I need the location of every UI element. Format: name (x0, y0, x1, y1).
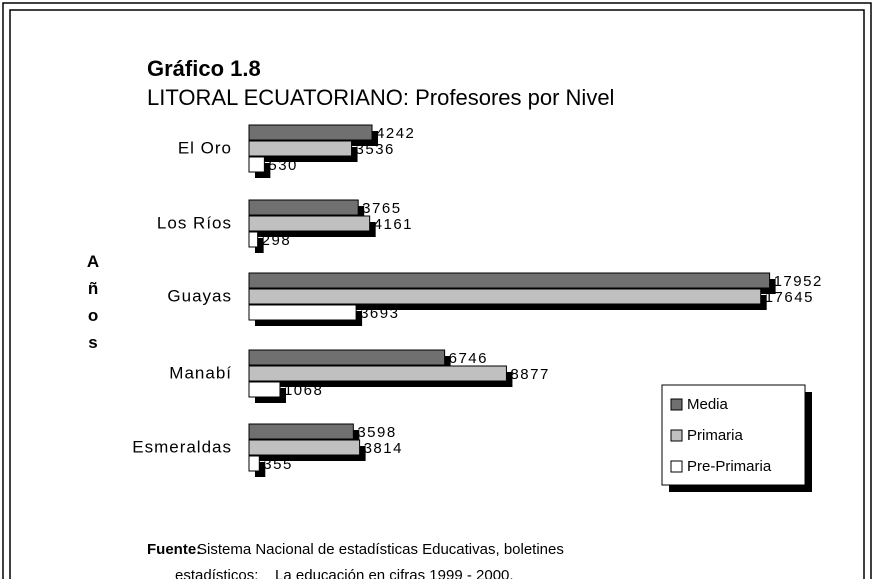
value-label: 530 (268, 157, 298, 174)
value-label: 8877 (510, 366, 549, 383)
value-label: 3814 (364, 440, 403, 457)
bar (248, 304, 357, 321)
value-label: 17952 (774, 273, 823, 290)
bar (248, 215, 371, 232)
legend-label: Pre-Primaria (687, 458, 772, 475)
category-label: Los Ríos (157, 213, 232, 232)
legend-swatch (670, 460, 683, 473)
inner-frame (9, 9, 865, 579)
bar (248, 199, 359, 216)
value-label: 4242 (376, 125, 415, 142)
category-label: Esmeraldas (132, 437, 232, 456)
bar-shadow (255, 462, 266, 477)
legend-label: Primaria (687, 427, 743, 444)
legend (661, 384, 806, 486)
value-label: 355 (263, 456, 293, 473)
source-text: Sistema Nacional de estadísticas Educati… (197, 541, 564, 558)
value-label: 3693 (360, 305, 399, 322)
bar-shadow (255, 238, 264, 253)
source-text: estadísticos: La educación en cifras 199… (175, 567, 514, 579)
chart-title: Gráfico 1.8 (147, 56, 261, 81)
bar (248, 231, 259, 248)
bar (248, 124, 373, 141)
bar (248, 156, 265, 173)
chart-subtitle: LITORAL ECUATORIANO: Profesores por Nive… (147, 85, 614, 110)
value-label: 3598 (357, 424, 396, 441)
value-label: 6746 (449, 350, 488, 367)
category-label: Guayas (167, 286, 232, 305)
category-label: El Oro (178, 138, 232, 157)
source-label: Fuente: (147, 541, 201, 558)
bar (248, 439, 361, 456)
legend-swatch (670, 429, 683, 442)
value-label: 1068 (284, 382, 323, 399)
y-axis-label: Años (84, 252, 103, 360)
bar (248, 365, 507, 382)
legend-swatch (670, 398, 683, 411)
bar (248, 288, 762, 305)
category-label: Manabí (169, 363, 232, 382)
value-label: 3765 (362, 200, 401, 217)
bar (248, 272, 771, 289)
bar (248, 140, 353, 157)
bar (248, 349, 446, 366)
value-label: 4161 (374, 216, 413, 233)
value-label: 298 (262, 232, 292, 249)
bar (248, 455, 260, 472)
legend-label: Media (687, 396, 729, 413)
value-label: 17645 (765, 289, 814, 306)
value-label: 3536 (356, 141, 395, 158)
bar (248, 423, 354, 440)
bar (248, 381, 281, 398)
